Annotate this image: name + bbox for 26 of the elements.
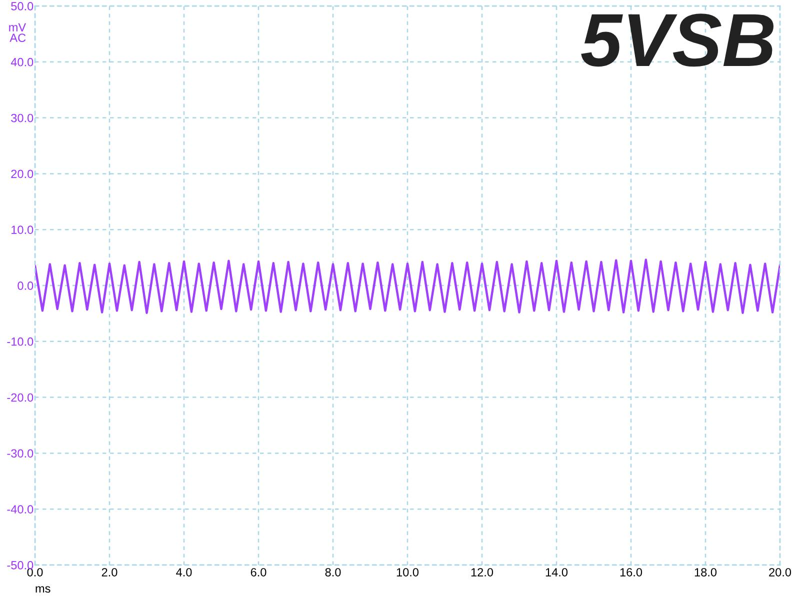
y-tick-label: 20.0 [11,170,34,178]
x-tick-label: 6.0 [250,568,266,576]
x-tick-label: 12.0 [471,568,494,576]
y-tick-label: -10.0 [7,337,34,346]
x-tick-label: 16.0 [620,568,642,576]
x-axis-title: ms [36,586,50,593]
x-tick-label: 18.0 [694,568,717,576]
y-axis-title: mV AC [9,23,26,42]
y-tick-label: 40.0 [10,58,34,66]
line-series [35,258,780,314]
x-tick-label: 20.0 [769,568,792,576]
y-tick-label: -50.0 [7,561,34,570]
y-tick-label: -20.0 [7,393,34,402]
chart-title: 5VSB [581,14,774,67]
x-tick-label: 4.0 [176,568,192,576]
y-tick-label: 30.0 [11,114,34,122]
y-tick-label: 0.0 [18,282,34,290]
y-tick-label: -40.0 [7,505,34,514]
x-tick-label: 0.0 [27,568,43,576]
x-tick-label: 8.0 [325,568,341,576]
x-tick-label: 10.0 [396,568,419,576]
x-tick-label: 2.0 [102,568,118,576]
y-tick-label: -30.0 [7,449,34,458]
x-tick-label: 14.0 [546,568,568,576]
y-tick-label: 50.0 [11,2,34,10]
y-tick-label: 10.0 [12,226,34,234]
